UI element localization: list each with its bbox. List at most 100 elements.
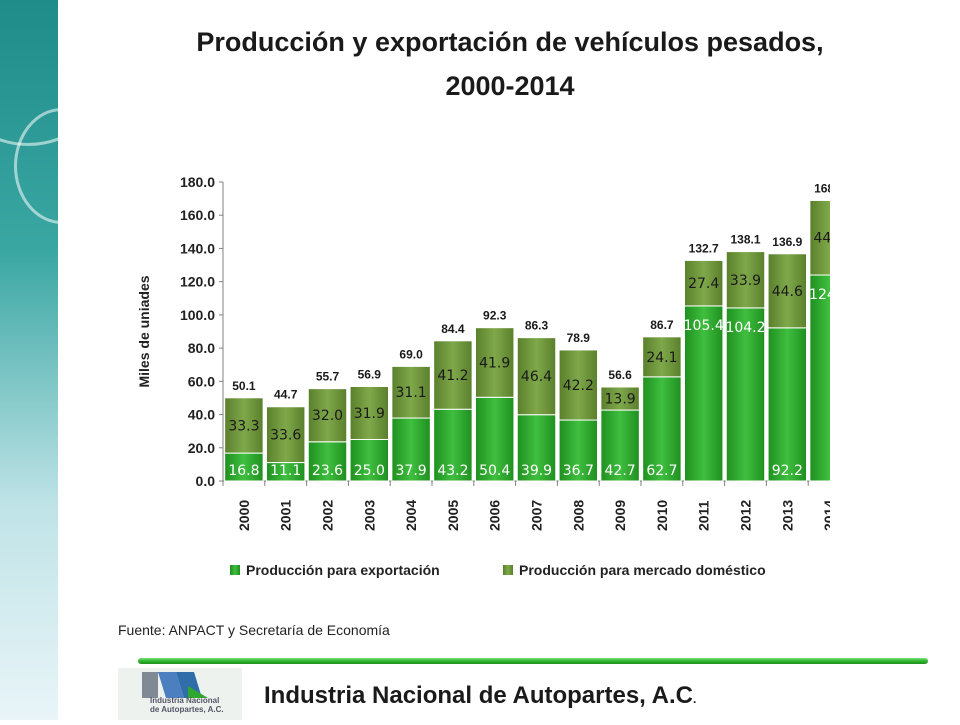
- data-label-exportacion: 23.6: [312, 463, 343, 479]
- legend-label-exportacion: Producción para exportación: [246, 562, 440, 578]
- data-label-exportacion: 16.8: [228, 463, 259, 479]
- y-tick-label: 60.0: [188, 373, 215, 389]
- data-label-total: 86.3: [525, 319, 549, 333]
- x-tick-label: 2005: [445, 500, 461, 531]
- data-label-total: 56.6: [608, 368, 632, 382]
- bar-domestico: [265, 406, 306, 464]
- ina-logo-mark: [142, 672, 208, 698]
- bar-exportacion: [307, 441, 348, 482]
- x-tick-label: 2001: [278, 500, 294, 531]
- data-label-exportacion: 62.7: [646, 463, 677, 479]
- bar-domestico: [474, 327, 515, 398]
- bar-domestico: [600, 386, 640, 411]
- data-label-domestico: 32.0: [312, 408, 343, 424]
- data-label-domestico: 46.4: [521, 369, 552, 385]
- data-label-total: 132.7: [689, 241, 719, 255]
- bar-exportacion: [600, 409, 640, 482]
- data-label-total: 92.3: [483, 309, 507, 323]
- data-label-domestico: 33.6: [270, 428, 301, 444]
- stacked-bar-chart: 0.0 20.0 40.0 60.0 80.0 100.0 120.0 140.0 160.0 1…: [136, 174, 830, 578]
- x-tick-label: 2010: [654, 500, 670, 531]
- footer-organization-name: Industria Nacional de Autopartes, A.C: [264, 682, 693, 709]
- bar-exportacion: [683, 305, 724, 482]
- y-tick-label: 180.0: [180, 174, 215, 190]
- data-label-total: 55.7: [316, 370, 340, 384]
- data-label-total: 56.9: [358, 367, 382, 381]
- x-tick-label: 2007: [529, 500, 545, 531]
- x-tick-label: 2011: [696, 500, 712, 531]
- bar-exportacion: [391, 417, 431, 482]
- data-label-domestico: 44.6: [772, 284, 803, 300]
- data-label-domestico: 41.9: [479, 355, 510, 371]
- divider-line: [138, 658, 928, 664]
- y-tick-label: 80.0: [188, 340, 215, 356]
- title-line-1: Producción y exportación de vehículos pe…: [196, 27, 824, 57]
- bar-domestico: [224, 397, 264, 454]
- page-title: Producción y exportación de vehículos pe…: [130, 20, 890, 108]
- data-label-domestico: 44.9: [814, 231, 830, 247]
- bar-domestico: [433, 340, 473, 410]
- decorative-side-band: [0, 0, 58, 720]
- data-label-exportacion: 104.2: [725, 320, 765, 336]
- data-label-domestico: 27.4: [688, 276, 719, 292]
- data-label-exportacion: 37.9: [396, 463, 427, 479]
- data-label-domestico: 24.1: [646, 350, 677, 366]
- legend-label-domestico: Producción para mercado doméstico: [519, 562, 766, 578]
- y-tick-label: 120.0: [180, 274, 215, 290]
- bar-domestico: [683, 259, 724, 307]
- data-label-exportacion: 39.9: [521, 463, 552, 479]
- data-label-total: 84.4: [441, 322, 465, 336]
- bar-exportacion: [809, 274, 830, 482]
- x-tick-label: 2006: [487, 500, 503, 531]
- bar-exportacion: [433, 408, 473, 482]
- y-tick-label: 140.0: [180, 240, 215, 256]
- data-label-total: 44.7: [274, 388, 298, 402]
- data-label-total: 86.7: [650, 318, 674, 332]
- x-tick-label: 2002: [320, 500, 336, 531]
- x-tick-label: 2009: [612, 500, 628, 531]
- data-label-total: 78.9: [567, 331, 591, 345]
- data-label-total: 138.1: [730, 233, 760, 247]
- logo-caption: Industria Nacional de Autopartes, A.C.: [150, 696, 224, 714]
- footer-organization: Industria Nacional de Autopartes, A.C.: [264, 682, 696, 710]
- x-tick-label: 2008: [570, 500, 586, 531]
- data-label-domestico: 31.1: [396, 385, 427, 401]
- data-label-exportacion: 124.0: [809, 287, 830, 303]
- data-label-total: 136.9: [772, 235, 802, 249]
- y-tick-label: 20.0: [188, 440, 215, 456]
- x-tick-label: 2014: [821, 500, 830, 531]
- y-tick-label: 0.0: [196, 473, 216, 489]
- y-tick-label: 100.0: [180, 307, 215, 323]
- bar-exportacion: [767, 327, 808, 482]
- data-label-total: 50.1: [232, 379, 256, 393]
- bar-exportacion: [516, 414, 557, 482]
- ina-logo: [118, 668, 242, 720]
- data-label-exportacion: 42.7: [605, 463, 636, 479]
- bar-domestico: [809, 199, 830, 276]
- data-label-domestico: 31.9: [354, 406, 385, 422]
- bar-domestico: [725, 251, 766, 309]
- x-tick-label: 2000: [236, 500, 252, 531]
- data-label-exportacion: 25.0: [354, 463, 385, 479]
- bar-domestico: [516, 337, 557, 416]
- data-label-total: 69.0: [399, 347, 423, 361]
- bar-domestico: [391, 365, 431, 419]
- data-label-domestico: 42.2: [563, 378, 594, 394]
- y-tick-label: 160.0: [180, 207, 215, 223]
- y-tick-label: 40.0: [188, 407, 215, 423]
- x-tick-label: 2013: [779, 500, 795, 531]
- data-label-exportacion: 36.7: [563, 463, 594, 479]
- bar-exportacion: [558, 419, 599, 482]
- bar-domestico: [349, 385, 390, 440]
- title-line-2: 2000-2014: [445, 71, 575, 101]
- data-label-domestico: 41.2: [437, 368, 468, 384]
- x-tick-label: 2004: [403, 500, 419, 531]
- bar-domestico: [642, 336, 682, 378]
- data-label-domestico: 33.3: [228, 418, 259, 434]
- source-note: Fuente: ANPACT y Secretaría de Economía: [118, 622, 390, 638]
- x-tick-label: 2012: [738, 500, 754, 531]
- data-label-exportacion: 92.2: [772, 463, 803, 479]
- legend-swatch-exportacion: [230, 565, 240, 575]
- x-tick-label: 2003: [361, 500, 377, 531]
- data-label-exportacion: 11.1: [270, 463, 301, 479]
